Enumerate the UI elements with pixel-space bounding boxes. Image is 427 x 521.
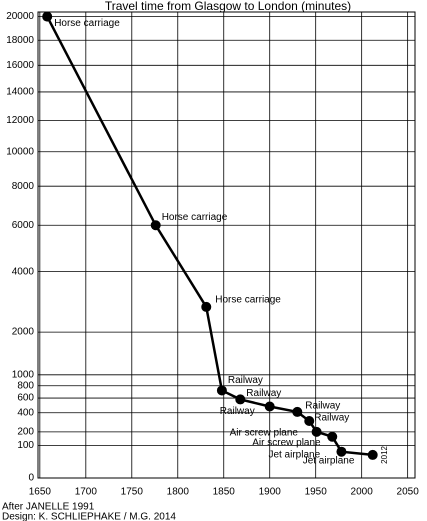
y-tick-label: 20000 [6,11,34,22]
point-label: Railway [246,388,281,399]
y-tick-label: 400 [17,407,34,418]
data-point [367,449,378,460]
data-point [42,11,53,22]
data-point [336,446,347,457]
year-label: 2012 [380,445,389,463]
plot-frame [37,11,416,479]
y-tick-label: 6000 [12,220,35,231]
data-point [264,401,275,412]
data-point [311,426,322,437]
point-label: Horse carriage [54,18,120,29]
y-tick-label: 0 [28,473,34,484]
y-tick-label: 18000 [6,35,34,46]
x-tick-label: 1850 [213,487,236,498]
source-note: After JANELLE 1991 [2,502,95,513]
y-tick-label: 10000 [6,146,34,157]
y-tick-label: 16000 [6,60,34,71]
data-point [304,416,315,427]
chart-title: Travel time from Glasgow to London (minu… [105,0,351,13]
y-tick-label: 200 [17,426,34,437]
y-tick-label: 12000 [6,115,34,126]
point-label: Horse carriage [215,295,281,306]
x-tick-label: 1900 [259,487,282,498]
data-point [216,385,227,396]
data-point [150,220,161,231]
point-label: Railway [314,413,349,424]
y-tick-label: 600 [17,393,34,404]
x-tick-label: 1750 [121,487,144,498]
y-tick-label: 100 [17,440,34,451]
point-label: Air screw plane [252,437,321,448]
point-label: Jet airplane [268,449,320,460]
x-tick-label: 1700 [75,487,98,498]
point-label: Railway [228,375,263,386]
data-point [327,431,338,442]
y-tick-label: 8000 [12,181,35,192]
y-tick-label: 1000 [12,369,35,380]
data-point [201,301,212,312]
x-tick-label: 2000 [351,487,374,498]
y-tick-label: 4000 [12,266,35,277]
data-point [292,406,303,417]
design-note: Design: K. SCHLIEPHAKE / M.G. 2014 [2,512,176,521]
y-tick-label: 2000 [12,327,35,338]
point-label: Jet airplane [303,456,355,467]
x-tick-label: 2050 [397,487,420,498]
point-label: Horse carriage [162,212,228,223]
point-label: Railway [305,401,340,412]
y-tick-label: 800 [17,380,34,391]
data-point [235,394,246,405]
x-tick-label: 1800 [167,487,190,498]
y-tick-label: 14000 [6,87,34,98]
x-tick-label: 1650 [29,487,52,498]
point-label: Air screw plane [230,427,299,438]
x-tick-label: 1950 [305,487,328,498]
point-label: Railway [220,406,255,417]
data-line [46,16,373,457]
